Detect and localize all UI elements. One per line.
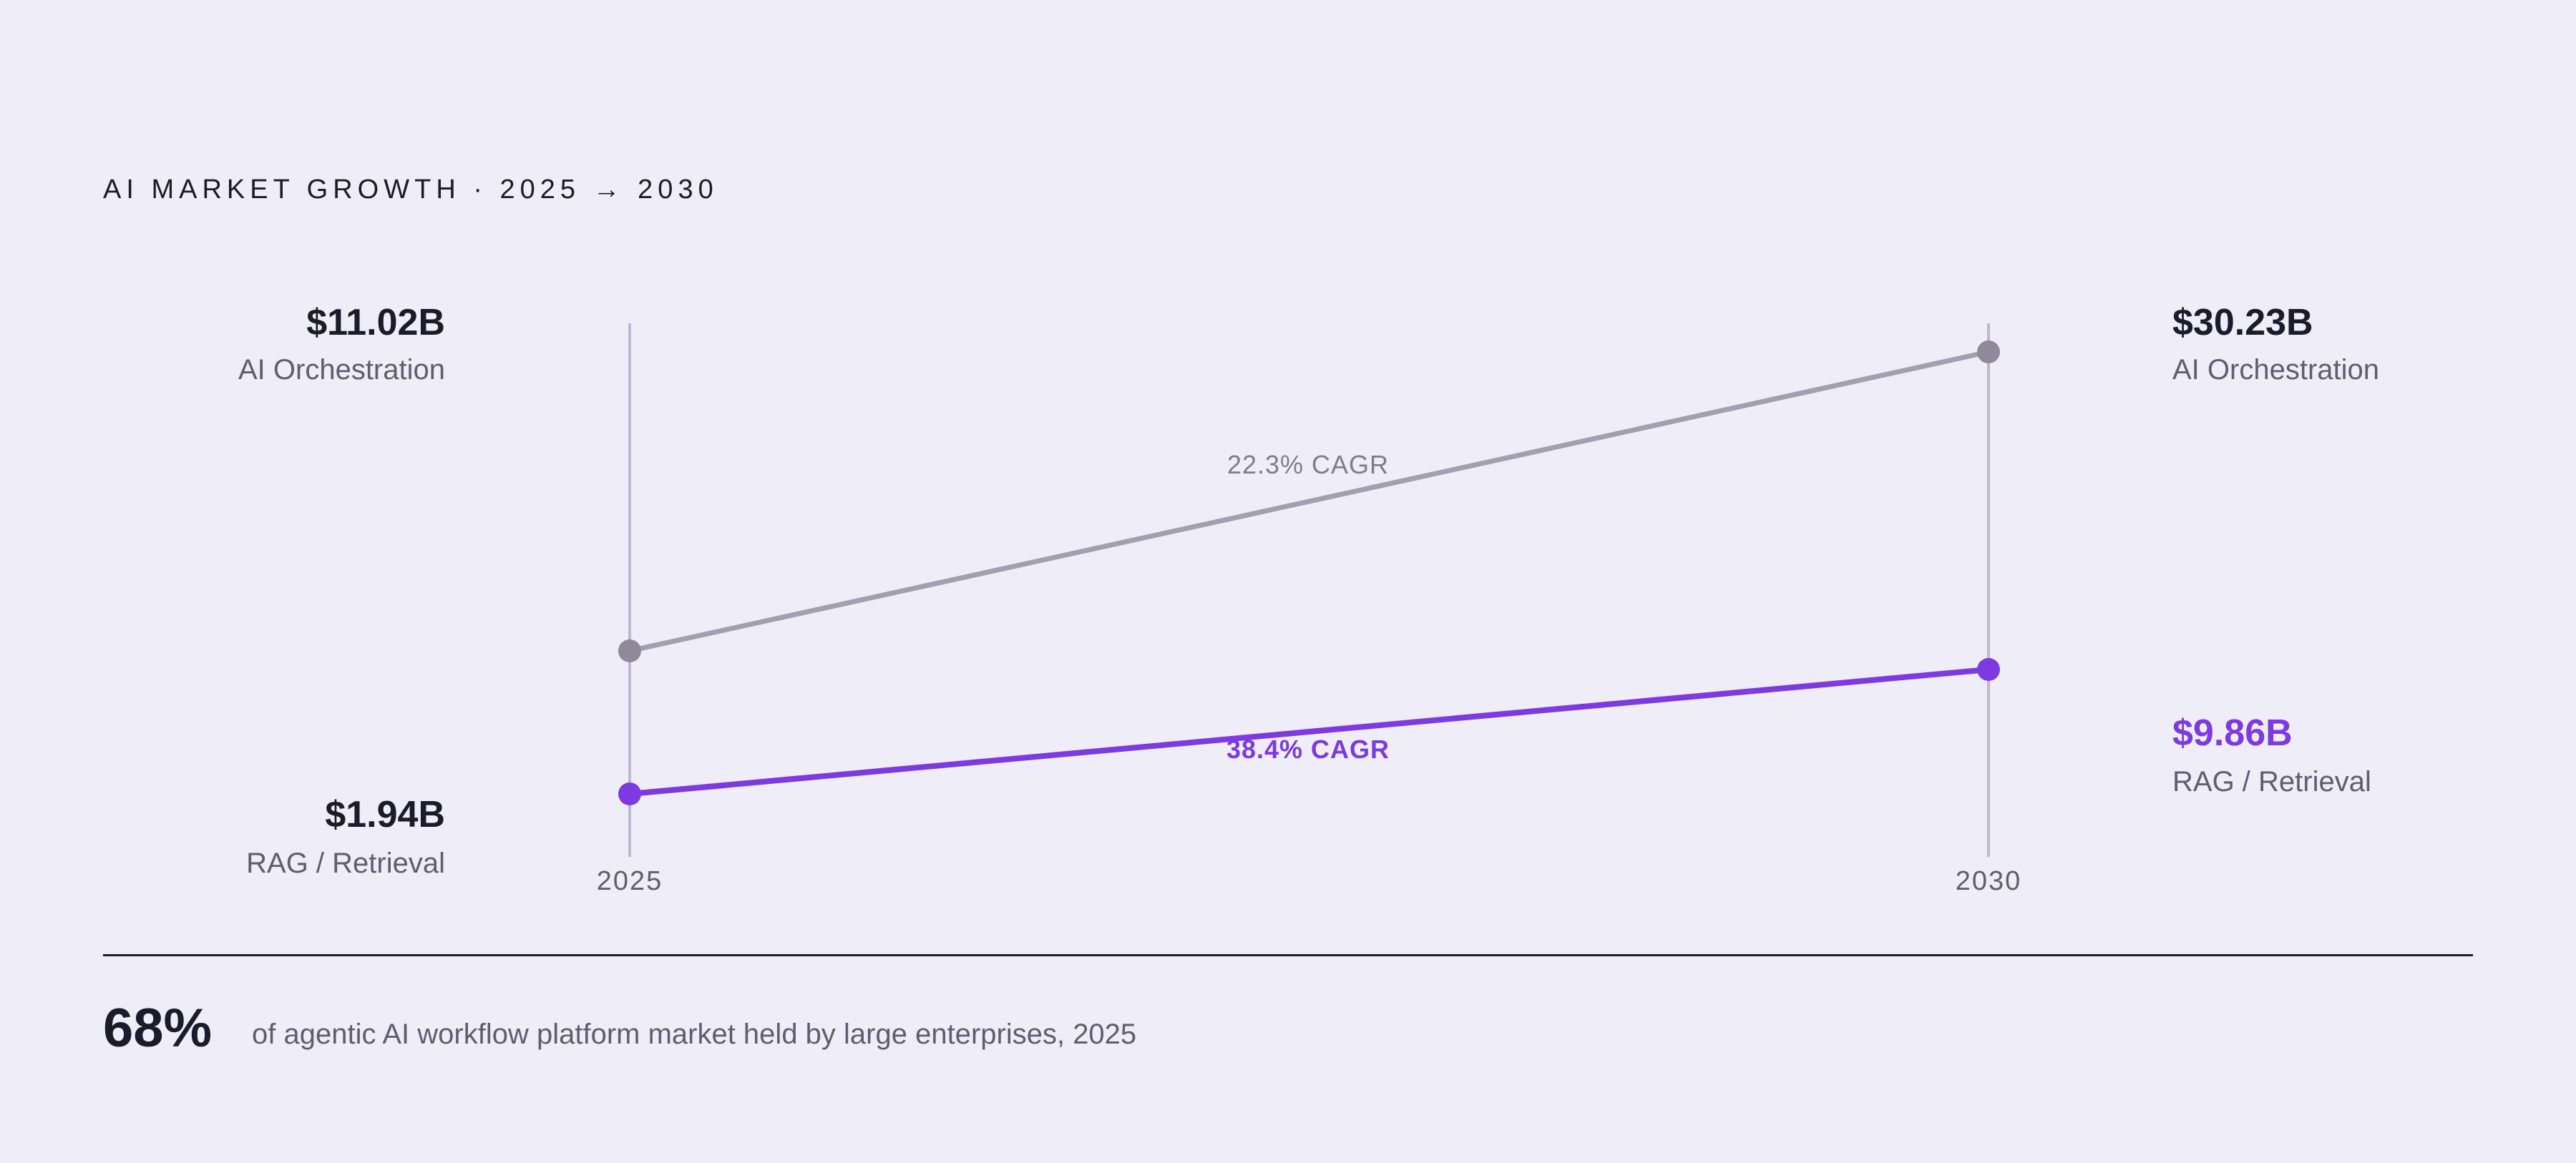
end-series-name: AI Orchestration: [2172, 354, 2379, 386]
series-point: [618, 639, 641, 662]
cagr-label: 38.4% CAGR: [1226, 735, 1390, 764]
footer-divider: [103, 954, 2473, 956]
start-series-name: AI Orchestration: [238, 354, 445, 386]
series-lines: [618, 340, 2000, 805]
start-value-label: $11.02B: [306, 302, 445, 343]
series-line-0: [627, 349, 1991, 654]
end-value-label: $9.86B: [2172, 712, 2293, 754]
end-series-name: RAG / Retrieval: [2172, 766, 2371, 798]
series-point: [1977, 340, 2000, 363]
series-point: [1977, 658, 2000, 681]
chart-title: AI MARKET GROWTH · 2025 → 2030: [103, 175, 718, 205]
series-point: [618, 782, 641, 805]
cagr-label: 22.3% CAGR: [1227, 450, 1389, 479]
footer-stat-value: 68%: [103, 998, 213, 1059]
series-line-1: [627, 667, 1991, 797]
start-series-name: RAG / Retrieval: [246, 848, 445, 879]
axes-layer: 2025 2030: [597, 323, 2022, 896]
footer-stat-text: of agentic AI workflow platform market h…: [252, 1019, 1137, 1050]
end-value-label: $30.23B: [2172, 302, 2313, 343]
series-labels: 22.3% CAGR $11.02B AI Orchestration $30.23B…: [238, 302, 2379, 879]
axis-tick-label: 2025: [597, 866, 663, 896]
start-value-label: $1.94B: [325, 794, 445, 835]
axis-tick-label: 2030: [1956, 866, 2022, 896]
